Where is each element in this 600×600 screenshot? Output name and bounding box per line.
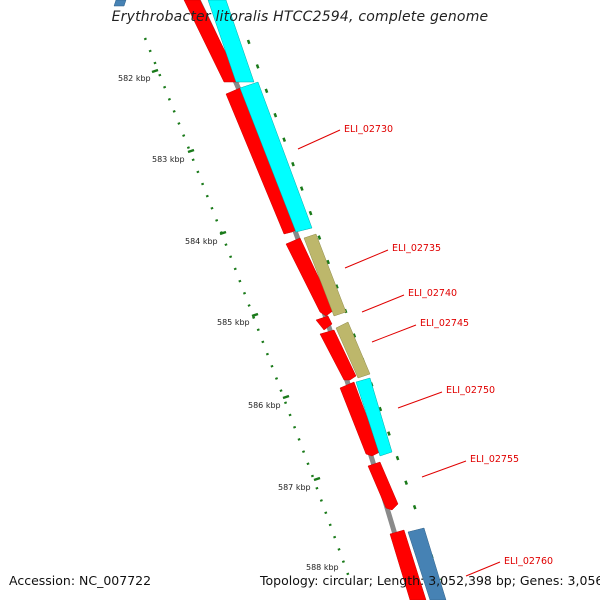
tick-mark	[219, 230, 227, 236]
gene-feature	[367, 461, 399, 511]
tick-mark	[282, 394, 290, 400]
gene-leader-line	[397, 391, 443, 409]
tick-mark	[313, 476, 321, 482]
tick-label-588: 588 kbp	[306, 563, 339, 572]
genome-backbone	[195, 0, 417, 600]
map-title: Erythrobacter litoralis HTCC2594, comple…	[111, 9, 489, 25]
gene-labels: ELI_02730 ELI_02735 ELI_02740 ELI_02745 …	[297, 124, 553, 577]
gene-label-eli-02740: ELI_02740	[408, 288, 457, 299]
gene-leader-line	[421, 460, 467, 478]
gene-feature	[113, 0, 127, 7]
cyan-track	[207, 0, 393, 457]
accession-text: Accession: NC_007722	[9, 573, 152, 588]
gene-feature	[355, 377, 393, 457]
gene-feature	[207, 0, 255, 83]
gene-label-eli-02755: ELI_02755	[470, 454, 519, 465]
gene-label-eli-02745: ELI_02745	[420, 318, 469, 329]
gene-feature	[315, 315, 333, 331]
tick-scale	[143, 37, 442, 581]
tick-mark	[187, 148, 195, 154]
gene-feature	[285, 237, 335, 317]
tick-label-582: 582 kbp	[118, 74, 151, 83]
gene-feature	[407, 527, 447, 600]
gene-leader-line	[371, 324, 417, 343]
gene-feature	[339, 381, 381, 457]
gene-feature	[239, 81, 313, 233]
blue-track	[113, 0, 447, 600]
genome-summary-text: Topology: circular; Length: 3,052,398 bp…	[260, 573, 600, 588]
tick-label-587: 587 kbp	[278, 483, 311, 492]
tick-labels: 582 kbp 583 kbp 584 kbp 585 kbp 586 kbp …	[118, 68, 339, 572]
tick-label-586: 586 kbp	[248, 401, 281, 410]
gene-feature	[335, 321, 371, 379]
gene-feature	[303, 233, 347, 317]
tick-dots	[143, 37, 352, 581]
gene-leader-line	[465, 561, 501, 577]
gene-label-eli-02730: ELI_02730	[344, 124, 393, 135]
gene-label-eli-02735: ELI_02735	[392, 243, 441, 254]
olive-track	[303, 233, 371, 379]
tick-label-584: 584 kbp	[185, 237, 218, 246]
gene-feature	[319, 329, 357, 381]
gene-label-eli-02760: ELI_02760	[504, 556, 553, 567]
tick-label-585: 585 kbp	[217, 318, 250, 327]
gene-leader-line	[344, 249, 389, 269]
gene-leader-line	[361, 294, 405, 313]
outer-track-dots	[246, 39, 442, 581]
tick-label-583: 583 kbp	[152, 155, 185, 164]
tick-mark	[251, 312, 259, 318]
tick-mark	[151, 68, 159, 74]
gene-leader-line	[297, 129, 341, 150]
gene-feature	[389, 529, 427, 600]
gene-label-eli-02750: ELI_02750	[446, 385, 495, 396]
